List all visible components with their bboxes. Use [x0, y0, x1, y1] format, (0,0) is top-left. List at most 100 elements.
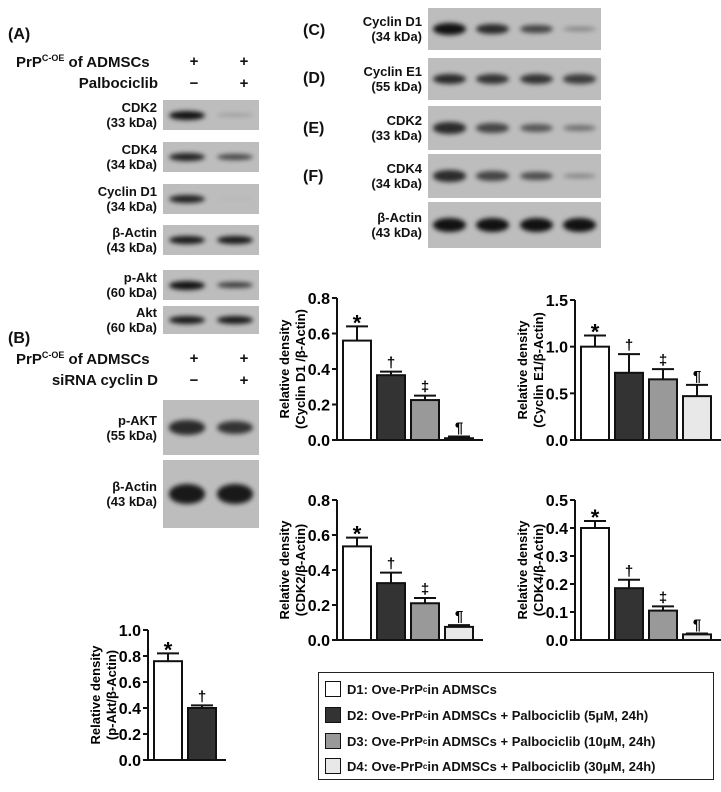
- y-axis-label: Relative density: [88, 645, 103, 745]
- y-tick-label: 0.4: [546, 521, 568, 538]
- legend-item-d2: D2: Ove-PrP c in ADMSCs + Palbociclib (5μ…: [325, 707, 648, 723]
- y-tick-label: 0.8: [308, 493, 330, 510]
- y-tick-label: 0.4: [308, 362, 330, 379]
- y-axis-label: (CDK2/β-Actin): [293, 524, 308, 616]
- western-blot-image: [163, 225, 259, 255]
- significance-mark: †: [625, 563, 633, 580]
- bar: [410, 399, 440, 441]
- y-axis-label: Relative density: [515, 320, 530, 420]
- panel-a-row2: Palbociclib: [78, 75, 158, 92]
- western-blot-image: [163, 306, 259, 334]
- bar: [376, 582, 406, 641]
- bar: [648, 378, 678, 442]
- y-tick-label: 0.0: [119, 753, 141, 770]
- legend-item-d3: D3: Ove-PrP c in ADMSCs + Palbociclib (10…: [325, 733, 656, 749]
- significance-mark: ‡: [659, 352, 667, 369]
- western-blot-image: [428, 58, 601, 100]
- y-axis-label: Relative density: [515, 520, 530, 620]
- western-blot-image: [428, 202, 601, 248]
- y-tick-label: 1.5: [546, 293, 568, 310]
- bar: [614, 371, 644, 441]
- western-blot-image: [163, 270, 259, 300]
- significance-mark: ¶: [693, 617, 701, 634]
- y-tick-label: 0.2: [119, 727, 141, 744]
- western-blot-image: [163, 100, 259, 130]
- y-tick-label: 0.2: [546, 577, 568, 594]
- western-blot-image: [163, 184, 259, 214]
- sign: −: [189, 75, 199, 92]
- legend: D1: Ove-PrP c in ADMSCs D2: Ove-PrP c in A…: [318, 672, 714, 780]
- western-blot-image: [428, 106, 601, 150]
- bar: [580, 527, 610, 641]
- y-tick-label: 0.0: [308, 433, 330, 450]
- blot-label: Cyclin D1 (34 kDa): [97, 184, 157, 214]
- y-axis-label: (Cyclin E1/β-Actin): [531, 312, 546, 428]
- y-tick-label: 0.1: [546, 605, 568, 622]
- legend-item-d1: D1: Ove-PrP c in ADMSCs: [325, 681, 497, 697]
- bar: [444, 625, 474, 641]
- western-blot-image: [428, 8, 601, 50]
- bar: [444, 437, 474, 442]
- swatch: [325, 758, 341, 774]
- significance-mark: †: [387, 355, 395, 372]
- significance-mark: ¶: [455, 608, 463, 625]
- legend-item-d4: D4: Ove-PrP c in ADMSCs + Palbociclib (30…: [325, 758, 656, 774]
- significance-mark: *: [353, 522, 362, 547]
- blot-label: p-AKT (55 kDa): [106, 412, 157, 443]
- blot-label: p-Akt (60 kDa): [106, 270, 157, 300]
- y-axis-label: (Cyclin D1 /β-Actin): [293, 309, 308, 429]
- panel-b-label: (B): [8, 330, 31, 347]
- bar: [682, 633, 712, 642]
- significance-mark: †: [198, 688, 206, 705]
- blot-label: β-Actin (43 kDa): [371, 210, 422, 240]
- significance-mark: †: [387, 556, 395, 573]
- blot-label: β-Actin (43 kDa): [106, 479, 157, 509]
- panel-a-label: (A): [8, 26, 31, 43]
- panel-label: (C): [303, 22, 326, 39]
- blot-label: Cyclin D1 (34 kDa): [362, 14, 422, 44]
- sign: +: [189, 350, 199, 367]
- y-tick-label: 0.0: [546, 633, 568, 650]
- y-tick-label: 0.5: [546, 386, 568, 403]
- panel-a-row1: PrPC-OE of ADMSCs: [16, 53, 150, 71]
- significance-mark: *: [591, 319, 600, 344]
- blot-label: CDK2 (33 kDa): [106, 100, 157, 130]
- sign: +: [189, 53, 199, 70]
- y-tick-label: 0.8: [119, 649, 141, 666]
- bar: [342, 545, 372, 641]
- bar: [682, 395, 712, 441]
- swatch: [325, 707, 341, 723]
- blot-label: β-Actin (43 kDa): [106, 225, 157, 255]
- blot-label: Cyclin E1 (55 kDa): [363, 64, 422, 94]
- y-tick-label: 0.6: [308, 327, 330, 344]
- western-blot-image: [163, 400, 259, 455]
- blot-label: Akt (60 kDa): [106, 305, 157, 335]
- y-tick-label: 1.0: [546, 340, 568, 357]
- blot-label: CDK2 (33 kDa): [371, 113, 422, 143]
- bar: [648, 609, 678, 641]
- blot-label: CDK4 (34 kDa): [106, 142, 157, 172]
- panel-label: (E): [303, 120, 325, 137]
- sign: −: [189, 372, 199, 389]
- sign: +: [239, 75, 249, 92]
- y-tick-label: 0.8: [308, 291, 330, 308]
- panel-label: (F): [303, 168, 324, 185]
- y-tick-label: 1.0: [119, 623, 141, 640]
- y-tick-label: 0.6: [119, 675, 141, 692]
- bar: [187, 707, 217, 761]
- significance-mark: *: [591, 505, 600, 530]
- significance-mark: †: [625, 337, 633, 354]
- y-axis-label: Relative density: [277, 520, 292, 620]
- y-tick-label: 0.2: [308, 598, 330, 615]
- sign: +: [239, 53, 249, 70]
- panel-b-row2: siRNA cyclin D: [51, 372, 158, 389]
- y-tick-label: 0.6: [308, 528, 330, 545]
- bar: [376, 374, 406, 441]
- western-blot-image: [163, 460, 259, 528]
- significance-mark: *: [164, 637, 173, 662]
- y-tick-label: 0.0: [546, 433, 568, 450]
- blot-label: CDK4 (34 kDa): [371, 161, 422, 191]
- panel-b-row1: PrPC-OE of ADMSCs: [16, 350, 150, 368]
- bar: [342, 339, 372, 442]
- y-axis-label: Relative density: [277, 319, 292, 419]
